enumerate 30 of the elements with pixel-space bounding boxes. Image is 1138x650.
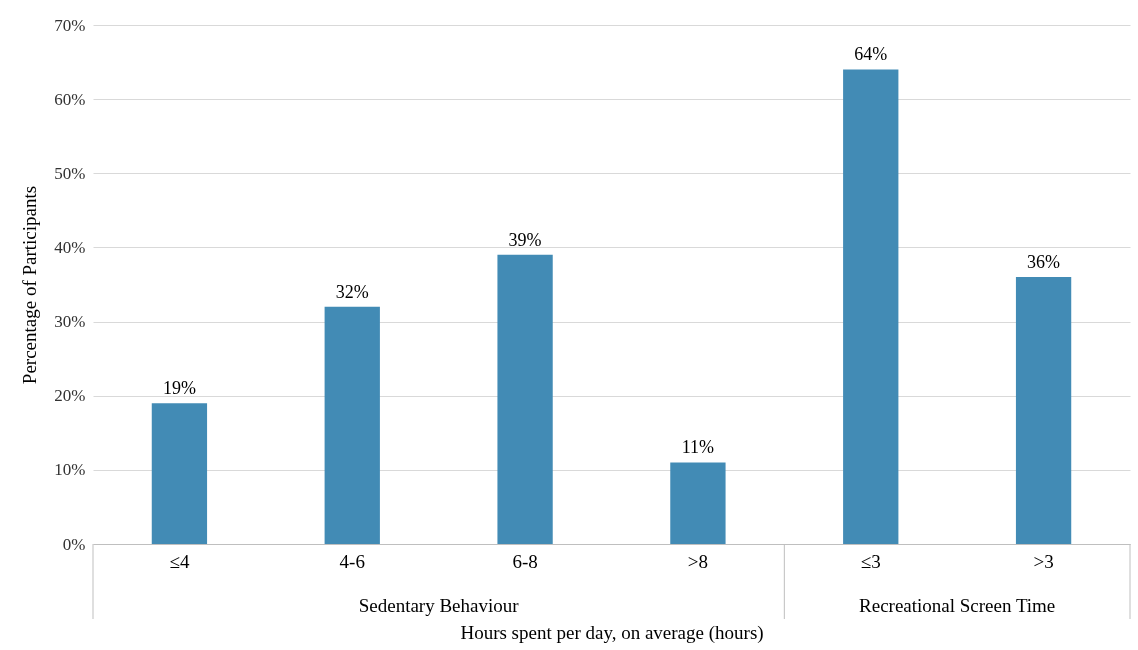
bar	[1015, 277, 1072, 544]
y-tick-label: 70%	[54, 15, 86, 35]
x-axis-title: Hours spent per day, on average (hours)	[460, 621, 764, 644]
data-label: 32%	[335, 281, 369, 302]
bar	[151, 403, 208, 544]
y-tick-label: 10%	[54, 460, 86, 480]
x-tick-label: >8	[687, 550, 709, 572]
x-tick-label: >3	[1033, 550, 1054, 572]
y-tick-label: 40%	[54, 237, 86, 257]
data-label: 11%	[681, 437, 715, 458]
y-tick-label: 50%	[54, 163, 86, 183]
x-tick-label: 4-6	[339, 550, 365, 572]
bar	[497, 254, 553, 544]
x-tick-label: ≤3	[860, 550, 881, 572]
y-tick-label: 20%	[54, 386, 86, 406]
data-label: 39%	[508, 229, 542, 250]
x-tick-label: 6-8	[512, 550, 538, 572]
text: Recreational Screen Time	[859, 595, 1056, 616]
data-label: 19%	[162, 378, 196, 399]
y-tick-label: 30%	[54, 312, 86, 332]
text: Sedentary Behaviour	[358, 595, 520, 616]
bar	[324, 306, 380, 544]
bar	[670, 462, 726, 544]
x-tick-label: ≤4	[169, 550, 190, 572]
y-tick-label: 0%	[62, 534, 86, 554]
y-tick-label: 60%	[54, 89, 86, 109]
bar	[843, 69, 899, 544]
data-label: 64%	[854, 44, 888, 65]
y-axis-title: Percentage of Participants	[19, 185, 41, 385]
data-label: 36%	[1027, 252, 1061, 273]
